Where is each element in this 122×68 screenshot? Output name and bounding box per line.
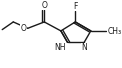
Text: CH₃: CH₃: [107, 27, 122, 36]
Text: O: O: [41, 1, 47, 10]
Text: O: O: [21, 24, 27, 33]
Text: N: N: [81, 43, 87, 52]
Text: NH: NH: [54, 43, 66, 52]
Text: F: F: [73, 2, 77, 11]
